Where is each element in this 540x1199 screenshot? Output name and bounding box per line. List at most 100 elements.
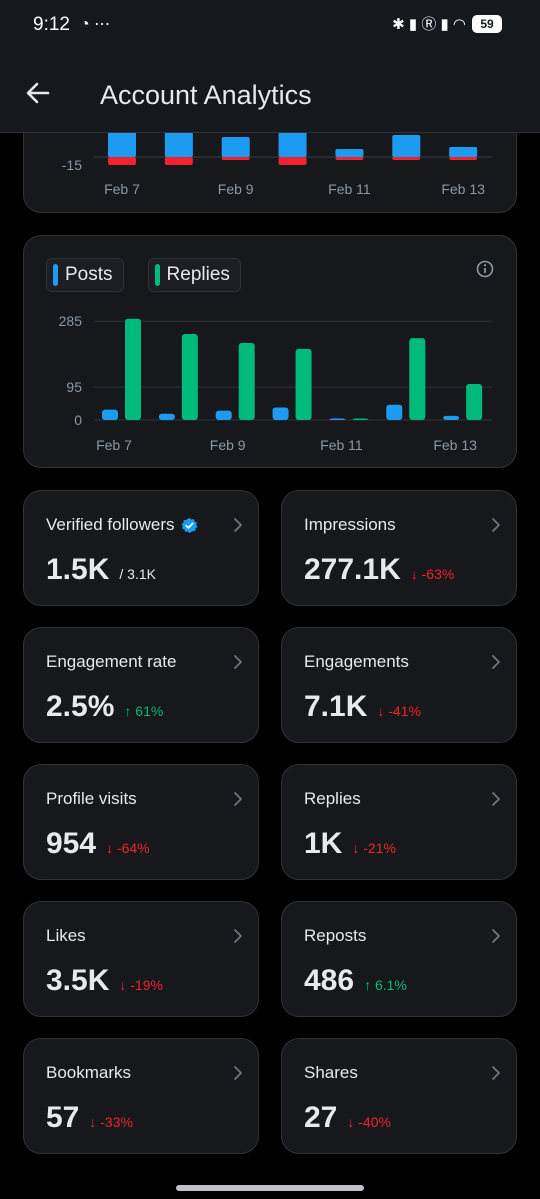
legend-posts-swatch: [53, 264, 58, 286]
x-tick-label: Feb 7: [96, 437, 132, 453]
bar-negative[interactable]: [449, 157, 478, 160]
chevron-right-icon: [492, 655, 500, 669]
metric-value-row: 1K ↓ -21%: [304, 827, 396, 861]
bar-positive[interactable]: [164, 127, 193, 157]
metric-card[interactable]: Impressions 277.1K ↓ -63%: [281, 490, 517, 606]
metric-delta: ↓ -41%: [377, 703, 421, 719]
bar-posts[interactable]: [102, 409, 118, 420]
page-title: Account Analytics: [100, 80, 312, 110]
metric-value: 7.1K: [304, 690, 368, 723]
metric-value-row: 954 ↓ -64%: [46, 827, 150, 861]
metric-value-row: 3.5K ↓ -19%: [46, 964, 163, 998]
metric-delta: ↓ -63%: [410, 566, 455, 582]
metric-title: Bookmarks: [46, 1063, 131, 1083]
x-tick-label: Feb 13: [433, 437, 477, 453]
legend-posts[interactable]: Posts: [46, 258, 124, 292]
metric-card[interactable]: Reposts 486 ↑ 6.1%: [281, 901, 517, 1017]
metric-card[interactable]: Engagement rate 2.5% ↑ 61%: [23, 627, 259, 743]
legend-replies-swatch: [154, 264, 160, 286]
metric-delta: ↑ 61%: [124, 703, 164, 719]
metric-value-row: 27 ↓ -40%: [304, 1101, 391, 1135]
status-time: 9:12: [33, 14, 70, 35]
bar-posts[interactable]: [158, 413, 175, 420]
metric-delta: ↓ -33%: [89, 1114, 133, 1130]
bar-replies[interactable]: [409, 338, 426, 420]
metric-value: 2.5%: [46, 690, 115, 723]
bar-positive[interactable]: [449, 147, 478, 157]
metric-value: 954: [46, 827, 97, 860]
metric-title-text: Reposts: [304, 926, 367, 945]
y-tick-label: 285: [59, 313, 83, 329]
metric-total: / 3.1K: [119, 566, 156, 582]
metric-card[interactable]: Replies 1K ↓ -21%: [281, 764, 517, 880]
app-header: Account Analytics: [0, 50, 540, 133]
bar-negative[interactable]: [164, 157, 193, 165]
metric-value-row: 486 ↑ 6.1%: [304, 964, 407, 998]
bar-posts[interactable]: [272, 407, 289, 420]
bar-replies[interactable]: [181, 334, 198, 420]
chevron-right-icon: [234, 929, 242, 943]
bar-positive[interactable]: [392, 135, 421, 157]
partial-bar-chart: -15 Feb 7 Feb 9 Feb 11 Feb 13: [62, 127, 492, 197]
info-icon[interactable]: [476, 260, 494, 278]
chevron-right-icon: [492, 792, 500, 806]
metric-title: Engagements: [304, 652, 409, 672]
x-tick-label: Feb 13: [441, 181, 485, 197]
posts-replies-bar-chart: 0 95 285 Feb 7 Feb 9 Feb 11 Feb 13: [59, 313, 492, 453]
metric-card[interactable]: Verified followers 1.5K / 3.1K: [23, 490, 259, 606]
bar-replies[interactable]: [125, 318, 141, 420]
metric-value-row: 2.5% ↑ 61%: [46, 690, 163, 724]
chevron-right-icon: [492, 518, 500, 532]
chevron-right-icon: [234, 518, 242, 532]
bar-positive[interactable]: [278, 127, 307, 157]
bar-negative[interactable]: [278, 157, 307, 165]
metric-delta: ↓ -19%: [119, 977, 163, 993]
bar-replies[interactable]: [352, 418, 369, 421]
metric-title-text: Likes: [46, 926, 86, 945]
metric-value: 1.5K: [46, 553, 110, 586]
metric-delta: ↓ -64%: [106, 840, 150, 856]
metric-card[interactable]: Engagements 7.1K ↓ -41%: [281, 627, 517, 743]
metric-value: 277.1K: [304, 553, 401, 586]
legend-replies[interactable]: Replies: [147, 258, 241, 292]
metric-title-text: Bookmarks: [46, 1063, 132, 1082]
chevron-right-icon: [234, 655, 242, 669]
bar-negative[interactable]: [221, 157, 250, 160]
bar-negative[interactable]: [335, 157, 364, 160]
metric-card[interactable]: Profile visits 954 ↓ -64%: [23, 764, 259, 880]
metric-value: 57: [46, 1101, 80, 1134]
back-button[interactable]: [22, 77, 54, 109]
bar-posts[interactable]: [215, 410, 232, 420]
metric-value: 486: [304, 964, 355, 997]
metric-title: Engagement rate: [46, 652, 176, 672]
metric-title-text: Engagements: [304, 652, 409, 671]
bar-positive[interactable]: [335, 149, 364, 157]
metric-card[interactable]: Likes 3.5K ↓ -19%: [23, 901, 259, 1017]
bar-posts[interactable]: [443, 415, 460, 420]
metric-value-row: 1.5K / 3.1K: [46, 553, 156, 587]
bar-posts[interactable]: [386, 404, 403, 420]
notification-icons: ◔ ⋯: [80, 16, 111, 33]
chevron-right-icon: [234, 792, 242, 806]
bar-replies[interactable]: [295, 348, 312, 420]
posts-replies-chart-card: 0 95 285 Feb 7 Feb 9 Feb 11 Feb 13 Posts Repli…: [23, 235, 517, 468]
bar-replies[interactable]: [466, 383, 483, 420]
y-tick-label: 0: [74, 412, 82, 428]
metric-card[interactable]: Bookmarks 57 ↓ -33%: [23, 1038, 259, 1154]
metric-title: Likes: [46, 926, 86, 946]
gesture-nav-bar[interactable]: [176, 1185, 364, 1191]
bar-positive[interactable]: [108, 127, 136, 157]
metric-delta: ↓ -21%: [352, 840, 396, 856]
bar-negative[interactable]: [108, 157, 136, 165]
bar-replies[interactable]: [238, 343, 255, 420]
metric-value: 3.5K: [46, 964, 110, 997]
metric-title-text: Shares: [304, 1063, 358, 1082]
legend-posts-label: Posts: [65, 264, 113, 285]
metric-title-text: Impressions: [304, 515, 396, 534]
bar-negative[interactable]: [392, 157, 421, 160]
bar-posts[interactable]: [329, 418, 346, 421]
bar-positive[interactable]: [221, 137, 250, 157]
metric-title: Reposts: [304, 926, 366, 946]
x-tick-label: Feb 7: [104, 181, 140, 197]
metric-card[interactable]: Shares 27 ↓ -40%: [281, 1038, 517, 1154]
